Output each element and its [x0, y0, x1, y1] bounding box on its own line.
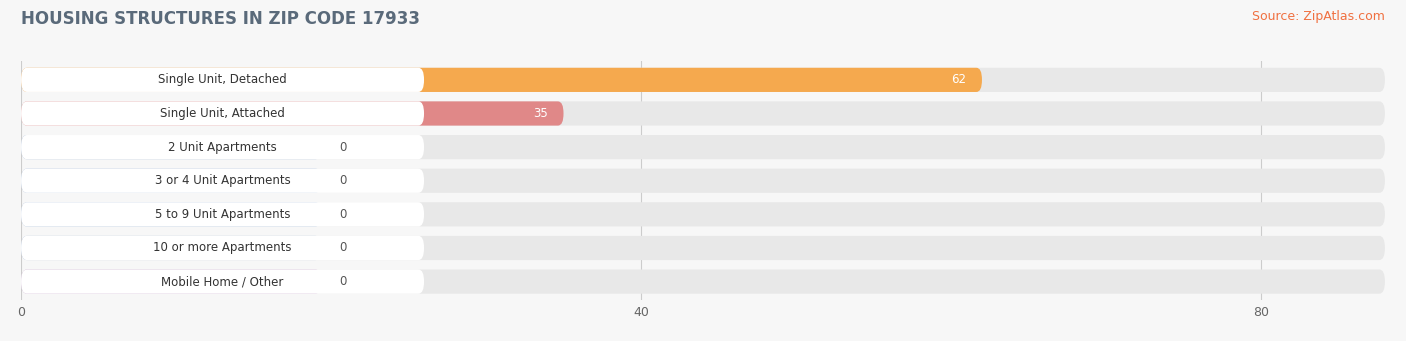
Text: Single Unit, Detached: Single Unit, Detached: [159, 73, 287, 86]
Text: 0: 0: [340, 275, 347, 288]
Text: 0: 0: [340, 208, 347, 221]
Text: Single Unit, Attached: Single Unit, Attached: [160, 107, 285, 120]
FancyBboxPatch shape: [21, 236, 321, 260]
FancyBboxPatch shape: [21, 269, 321, 294]
FancyBboxPatch shape: [21, 169, 1385, 193]
FancyBboxPatch shape: [21, 135, 1385, 159]
FancyBboxPatch shape: [21, 169, 321, 193]
FancyBboxPatch shape: [21, 236, 1385, 260]
Text: Mobile Home / Other: Mobile Home / Other: [162, 275, 284, 288]
Text: 62: 62: [952, 73, 966, 86]
Text: 2 Unit Apartments: 2 Unit Apartments: [169, 140, 277, 153]
Text: HOUSING STRUCTURES IN ZIP CODE 17933: HOUSING STRUCTURES IN ZIP CODE 17933: [21, 10, 420, 28]
FancyBboxPatch shape: [21, 68, 1385, 92]
FancyBboxPatch shape: [21, 269, 425, 294]
FancyBboxPatch shape: [21, 101, 564, 125]
FancyBboxPatch shape: [21, 202, 425, 226]
Text: 35: 35: [533, 107, 548, 120]
FancyBboxPatch shape: [21, 269, 1385, 294]
Text: 0: 0: [340, 241, 347, 254]
FancyBboxPatch shape: [21, 68, 981, 92]
FancyBboxPatch shape: [21, 135, 321, 159]
Text: Source: ZipAtlas.com: Source: ZipAtlas.com: [1251, 10, 1385, 23]
Text: 3 or 4 Unit Apartments: 3 or 4 Unit Apartments: [155, 174, 291, 187]
Text: 0: 0: [340, 140, 347, 153]
Text: 5 to 9 Unit Apartments: 5 to 9 Unit Apartments: [155, 208, 290, 221]
Text: 0: 0: [340, 174, 347, 187]
FancyBboxPatch shape: [21, 101, 425, 125]
FancyBboxPatch shape: [21, 169, 425, 193]
Text: 10 or more Apartments: 10 or more Apartments: [153, 241, 292, 254]
FancyBboxPatch shape: [21, 202, 1385, 226]
FancyBboxPatch shape: [21, 236, 425, 260]
FancyBboxPatch shape: [21, 68, 425, 92]
FancyBboxPatch shape: [21, 202, 321, 226]
FancyBboxPatch shape: [21, 135, 425, 159]
FancyBboxPatch shape: [21, 101, 1385, 125]
